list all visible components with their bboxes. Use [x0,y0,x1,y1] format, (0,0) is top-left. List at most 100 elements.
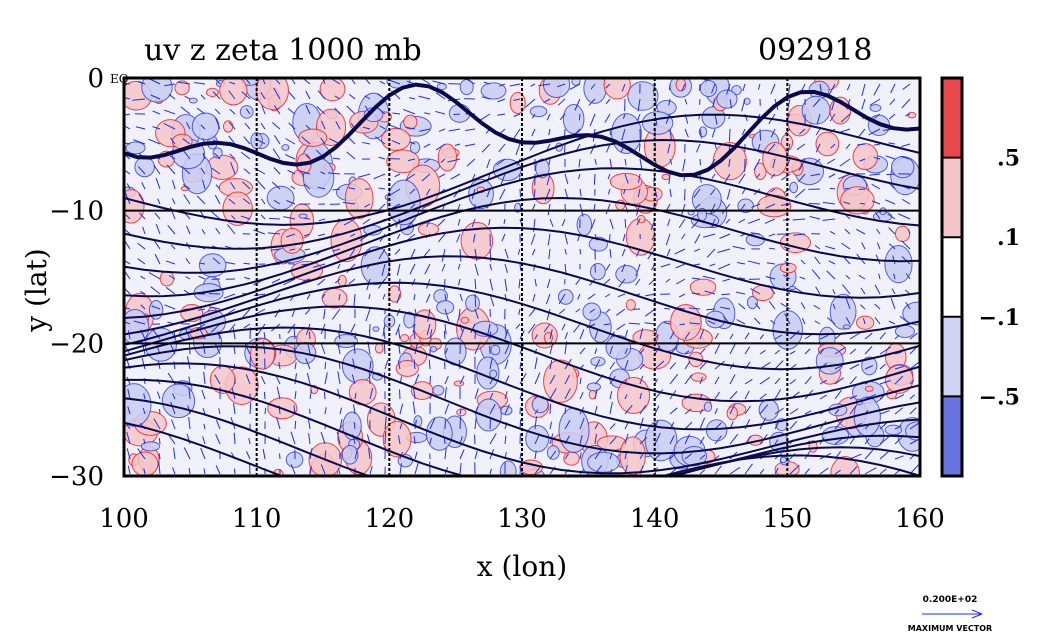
wind-vector [137,448,146,460]
negative-vorticity-cell [342,411,362,441]
wind-vector [302,278,311,282]
wind-vector [691,292,701,295]
plot-frame [122,76,922,478]
wind-vector [699,376,704,385]
negative-vorticity-cell [436,300,455,315]
wind-vector [639,437,648,445]
wind-vector [812,98,821,108]
wind-vector [262,448,266,460]
wind-vector [845,274,851,280]
wind-vector [140,290,146,295]
wind-vector [801,317,806,325]
wind-vector [796,143,806,150]
negative-vorticity-cell [557,288,574,305]
wind-vector [575,278,581,285]
wind-vector [354,392,357,400]
wind-vector [624,158,627,166]
negative-vorticity-cell [191,112,220,141]
wind-vector [894,407,903,415]
wind-vector [735,291,746,295]
wind-vector [444,293,447,301]
wind-vector [603,323,611,326]
wind-vector [654,389,664,400]
wind-vector [343,218,356,226]
negative-vorticity-cell [298,213,308,219]
wind-vector [154,254,161,265]
wind-vector [667,218,671,227]
wind-vector [637,98,641,112]
wind-vector [744,463,753,475]
colorbar-band [942,396,962,476]
wind-vector [861,242,866,250]
wind-vector [143,468,146,475]
wind-vector [223,293,236,299]
wind-vector [271,278,281,284]
wind-vector [263,331,266,340]
wind-vector [435,110,446,115]
wind-vector [546,308,551,321]
wind-vector [496,158,506,166]
wind-vector [188,416,191,430]
wind-vector [639,158,643,170]
positive-vorticity-cell [690,372,707,382]
wind-vector [759,377,770,385]
wind-vector [669,362,677,370]
wind-vector [275,376,281,385]
wind-vector [399,403,404,415]
wind-vector [154,240,161,250]
wind-vector [844,228,851,235]
wind-vector [660,263,671,268]
negative-vorticity-cell [788,285,797,291]
wind-vector [605,263,611,271]
wind-vector [164,83,176,87]
wind-vector [902,83,911,90]
wind-vector [137,258,146,265]
wind-vector [702,275,716,280]
wind-vector [202,407,206,415]
wind-vector [504,391,508,400]
wind-vector [714,332,719,340]
wind-vector [759,128,762,141]
wind-vector [639,363,645,370]
positive-vorticity-cell [603,78,631,100]
wind-vector [766,262,776,265]
wind-vector [406,233,416,241]
wind-vector [458,308,461,321]
wind-vector [864,365,874,370]
wind-vector [564,407,567,415]
wind-vector [183,194,191,205]
wind-vector [405,126,416,130]
wind-vector [173,447,176,460]
wind-vector [369,360,372,370]
wind-vector [414,419,417,430]
wind-vector [829,187,836,190]
wind-vector [453,113,461,116]
wind-vector [438,128,446,132]
wind-vector [414,451,418,460]
wind-vector [717,248,731,254]
wind-vector [789,464,800,475]
wind-vector [332,157,341,160]
wind-vector [594,448,603,460]
wind-vector [241,91,251,100]
wind-vector [257,180,266,190]
wind-vector [409,203,416,209]
wind-vector [783,246,791,250]
wind-vector [524,98,536,108]
wind-vector [809,215,821,220]
wind-vector [474,263,479,276]
wind-vector [849,394,858,400]
wind-vector [365,308,371,322]
wind-vector [894,366,904,370]
wind-vector [624,404,633,415]
wind-vector [873,156,881,160]
wind-vector [519,362,522,370]
wind-vector [126,431,131,445]
wind-vector [397,360,401,370]
wind-vector [464,143,476,147]
wind-vector [546,113,551,121]
wind-vector [768,300,776,310]
wind-vector [443,278,446,290]
wind-vector [214,343,221,355]
